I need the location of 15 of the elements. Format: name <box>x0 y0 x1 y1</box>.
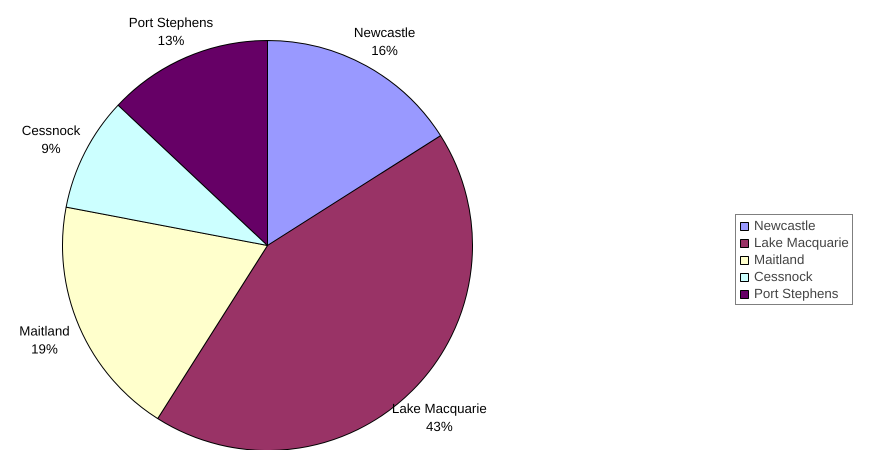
data-label: 43% <box>426 418 453 434</box>
slice-label: Lake Macquarie <box>392 400 487 416</box>
legend-label: Maitland <box>754 252 804 267</box>
legend-label: Port Stephens <box>754 286 838 301</box>
data-label: 19% <box>31 342 58 357</box>
legend-label: Newcastle <box>754 218 816 233</box>
data-label: 9% <box>41 141 61 156</box>
data-label: 16% <box>371 42 398 58</box>
legend-label: Lake Macquarie <box>754 235 849 250</box>
slice-label: Newcastle <box>354 24 416 40</box>
slice-label: Maitland <box>19 324 70 339</box>
slice-label: Port Stephens <box>128 15 214 30</box>
data-label: 13% <box>158 33 184 48</box>
slice-label: Cessnock <box>22 123 81 138</box>
legend-label: Cessnock <box>754 269 813 284</box>
